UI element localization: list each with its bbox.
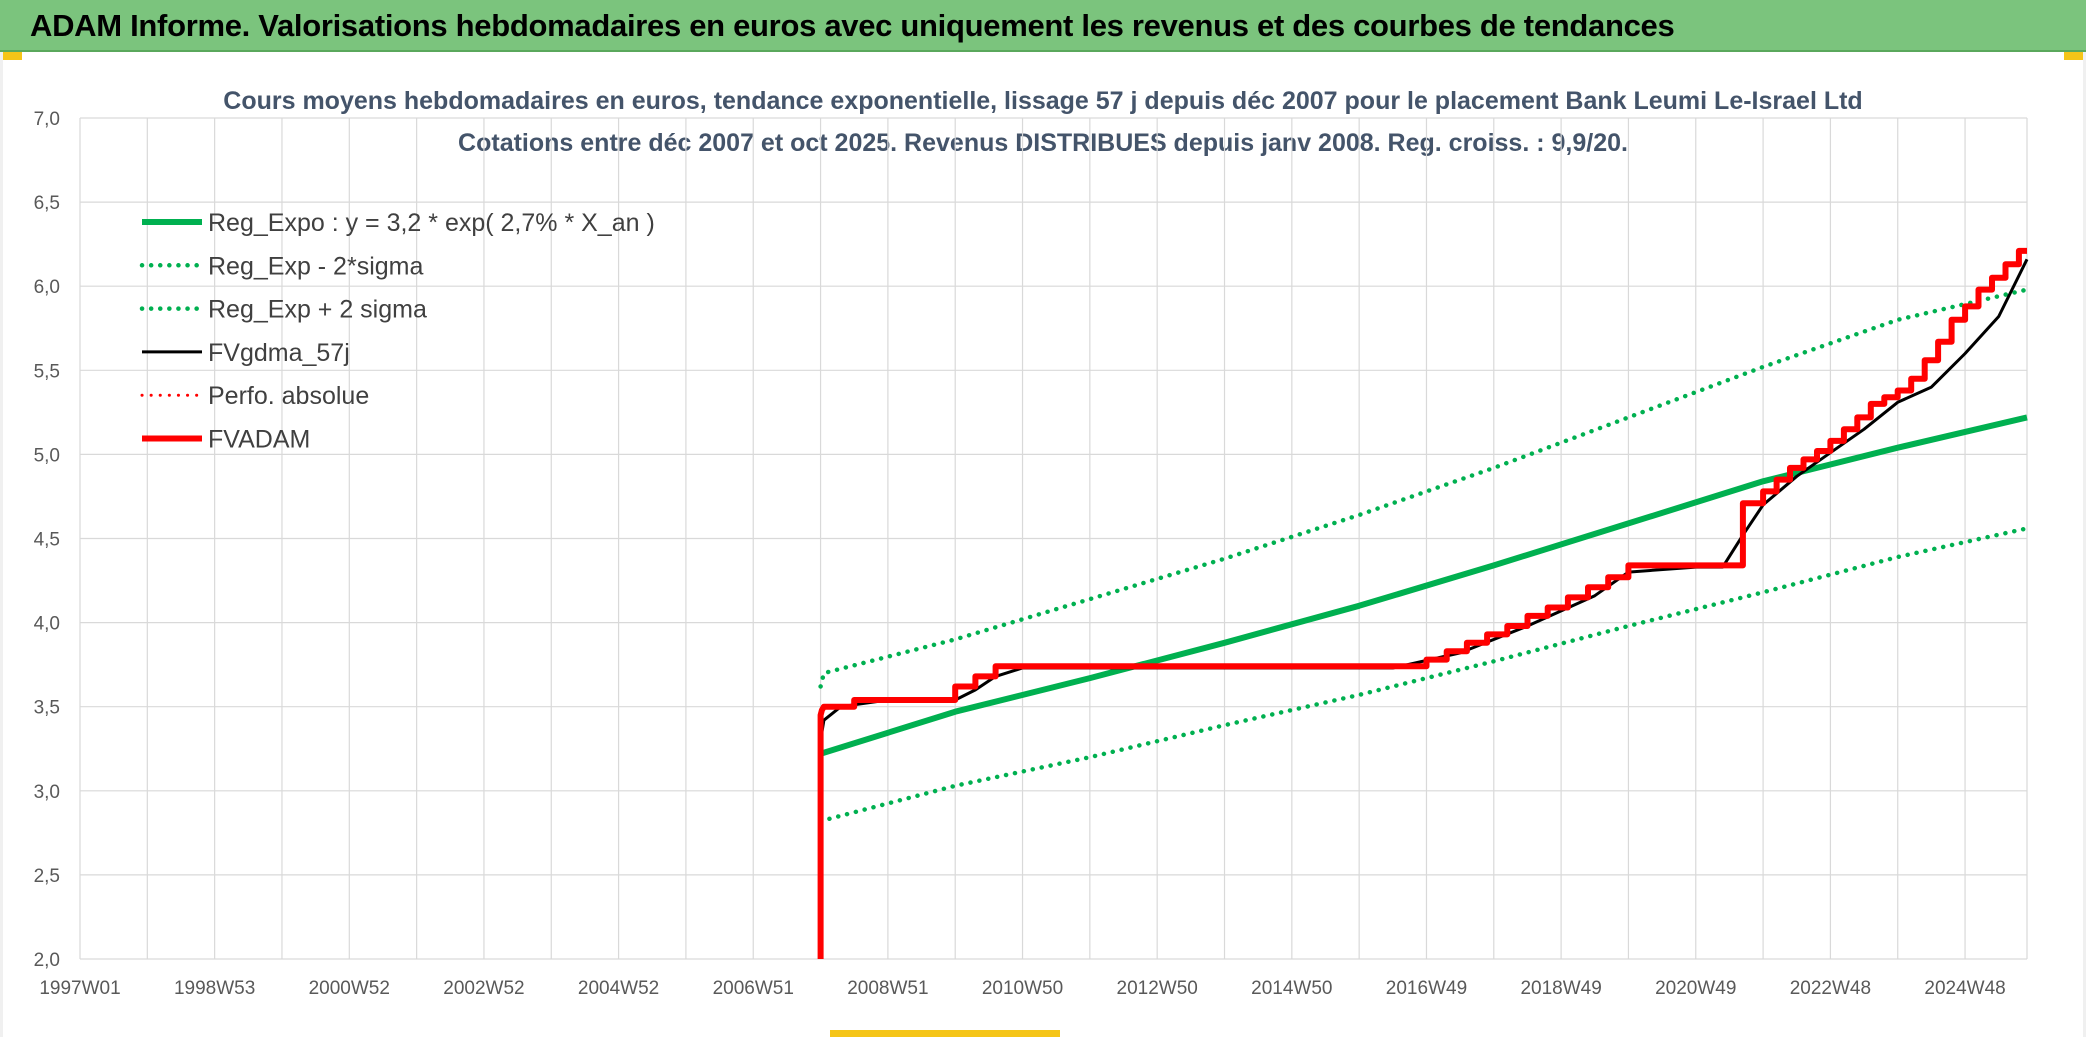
- x-tick-label: 2012W50: [1117, 978, 1198, 999]
- y-tick-label: 3,5: [34, 698, 60, 719]
- y-tick-label: 4,0: [34, 614, 60, 635]
- chart-title-line-1: Cours moyens hebdomadaires en euros, ten…: [223, 87, 1863, 115]
- banner-corner-left: [0, 52, 22, 60]
- series-line-5: [817, 247, 2027, 959]
- bottom-accent-bar: [830, 1030, 1060, 1037]
- x-tick-label: 2014W50: [1251, 978, 1332, 999]
- x-tick-label: 2002W52: [443, 978, 524, 999]
- x-tick-label: 2004W52: [578, 978, 659, 999]
- legend-label: FVADAM: [208, 426, 310, 454]
- y-tick-label: 3,0: [34, 782, 60, 803]
- x-tick-label: 1997W01: [39, 978, 120, 999]
- legend-label: Perfo. absolue: [208, 382, 369, 410]
- y-tick-label: 7,0: [34, 109, 60, 130]
- y-tick-label: 2,5: [34, 866, 60, 887]
- y-tick-label: 6,5: [34, 193, 60, 214]
- y-tick-label: 5,5: [34, 361, 60, 382]
- x-tick-label: 2022W48: [1790, 978, 1871, 999]
- x-tick-label: 2006W51: [713, 978, 794, 999]
- x-tick-label: 2000W52: [309, 978, 390, 999]
- x-tick-label: 2018W49: [1520, 978, 1601, 999]
- y-tick-label: 6,0: [34, 277, 60, 298]
- report-banner: ADAM Informe. Valorisations hebdomadaire…: [0, 0, 2086, 52]
- chart-frame: [0, 52, 2086, 1037]
- series-line-3: [819, 258, 2029, 741]
- y-tick-label: 5,0: [34, 445, 60, 466]
- legend-label: Reg_Exp + 2 sigma: [208, 296, 427, 324]
- x-tick-label: 2010W50: [982, 978, 1063, 999]
- legend-label: FVgdma_57j: [208, 339, 350, 367]
- report-title: ADAM Informe. Valorisations hebdomadaire…: [30, 8, 1675, 43]
- x-tick-label: 2016W49: [1386, 978, 1467, 999]
- legend-label: Reg_Expo : y = 3,2 * exp( 2,7% * X_an ): [208, 209, 655, 237]
- x-tick-label: 2020W49: [1655, 978, 1736, 999]
- x-tick-label: 2008W51: [847, 978, 928, 999]
- series-line-2: [818, 287, 2030, 689]
- y-tick-label: 2,0: [34, 950, 60, 971]
- chart-title-line-2: Cotations entre déc 2007 et oct 2025. Re…: [458, 129, 1628, 157]
- legend-label: Reg_Exp - 2*sigma: [208, 252, 423, 280]
- x-tick-label: 2024W48: [1924, 978, 2005, 999]
- series-line-0: [819, 414, 2028, 757]
- y-tick-label: 4,5: [34, 530, 60, 551]
- series-line-1: [818, 526, 2030, 824]
- x-tick-label: 1998W53: [174, 978, 255, 999]
- banner-corner-right: [2064, 52, 2086, 60]
